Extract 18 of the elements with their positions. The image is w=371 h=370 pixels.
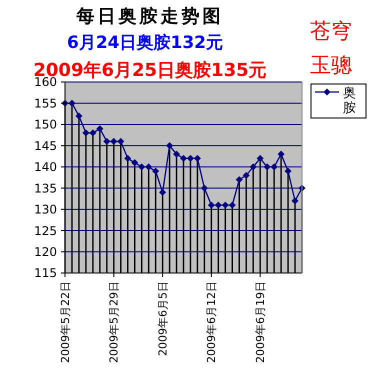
legend-label: 奥胺 — [343, 86, 356, 116]
y-tick-label: 125 — [34, 224, 57, 238]
x-tick-label: 2009年5月22日 — [58, 281, 72, 363]
y-tick-label: 155 — [34, 96, 57, 110]
y-tick-label: 115 — [34, 266, 57, 280]
text: 苍穹玉骢 — [310, 19, 352, 77]
y-tick-label: 130 — [34, 202, 57, 217]
x-tick-label: 2009年5月29日 — [108, 281, 121, 363]
x-tick-label: 2009年6月5日 — [156, 281, 170, 356]
x-tick-label: 2009年6月12日 — [205, 281, 218, 363]
chart-title: 每日奥胺走势图 — [76, 6, 224, 27]
x-tick-label: 2009年6月19日 — [254, 281, 268, 363]
y-tick-label: 150 — [34, 118, 57, 132]
y-tick-label: 120 — [34, 244, 57, 259]
chart-subtitle: 6月24日奥胺132元 — [67, 33, 223, 53]
y-tick-label: 140 — [34, 160, 57, 174]
y-tick-label: 145 — [34, 138, 57, 153]
y-tick-label: 135 — [34, 181, 57, 196]
